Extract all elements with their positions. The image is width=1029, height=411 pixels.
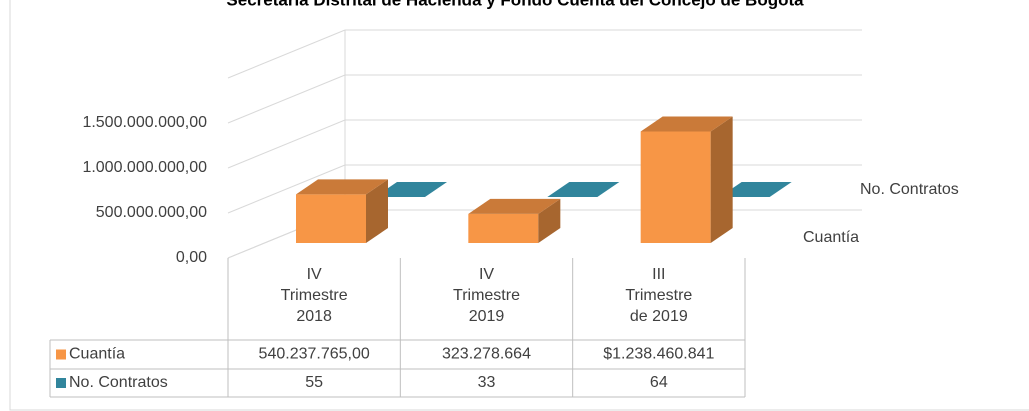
x-tick-label: IV Trimestre 2019	[453, 266, 520, 325]
bar	[468, 198, 561, 243]
legend-label: Cuantía	[69, 346, 125, 363]
bar	[547, 182, 620, 197]
grid-line	[227, 164, 346, 214]
bar-top	[468, 198, 561, 214]
x-tick-label: III Trimestre de 2019	[625, 266, 692, 325]
depth-label: Cuantía	[803, 229, 859, 246]
y-tick-label: 0,00	[176, 249, 207, 266]
bar	[719, 182, 792, 197]
table-value: 55	[305, 374, 323, 391]
grid-line	[227, 119, 346, 169]
x-tick-label: IV Trimestre 2018	[281, 266, 348, 325]
bar	[375, 182, 447, 197]
chart-frame	[9, 0, 1029, 411]
bar	[296, 179, 388, 243]
bar-side	[366, 179, 388, 243]
table-value: 540.237.765,00	[259, 346, 370, 363]
y-tick-label: 500.000.000,00	[96, 204, 207, 221]
bar-top	[375, 182, 447, 197]
bar-top	[640, 116, 733, 132]
legend-label: No. Contratos	[69, 374, 168, 391]
table-value: $1.238.460.841	[603, 346, 714, 363]
grid-line	[227, 74, 346, 124]
chart-title: Secretaría Distrital de Hacienda y Fondo…	[226, 0, 804, 9]
table-value: 33	[478, 374, 496, 391]
depth-label: No. Contratos	[860, 181, 959, 198]
bar-front	[640, 131, 711, 243]
bar-top	[547, 182, 620, 197]
bar	[640, 116, 733, 243]
bar-front	[468, 213, 539, 243]
bar-front	[296, 194, 366, 243]
table-value: 64	[650, 374, 668, 391]
legend-swatch	[56, 349, 66, 360]
y-tick-label: 1.000.000.000,00	[82, 159, 207, 176]
table-value: 323.278.664	[442, 346, 531, 363]
legend-swatch	[56, 378, 66, 388]
bar-top	[296, 179, 388, 195]
bar-side	[538, 198, 561, 243]
bar-top	[719, 182, 792, 197]
bar-side	[710, 116, 733, 243]
wall-top	[227, 29, 346, 79]
y-tick-label: 1.500.000.000,00	[82, 114, 207, 131]
